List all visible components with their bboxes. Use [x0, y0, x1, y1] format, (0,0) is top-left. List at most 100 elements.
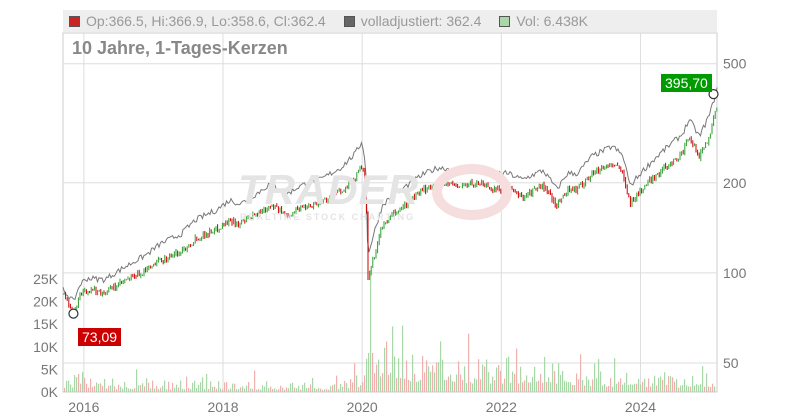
volume-bar	[588, 379, 590, 392]
volume-bar	[404, 378, 406, 392]
volume-bar	[70, 384, 72, 392]
volume-bar	[208, 388, 210, 392]
volume-bar	[374, 373, 376, 392]
volume-bar	[318, 387, 320, 392]
volume-bar	[474, 378, 476, 392]
volume-bar	[512, 371, 514, 392]
volume-bar	[446, 380, 448, 392]
volume-bar	[162, 386, 164, 392]
volume-bar	[614, 358, 616, 392]
volume-bar	[544, 357, 546, 392]
volume-bar	[602, 385, 604, 392]
volume-bar	[248, 382, 250, 392]
volume-bar	[454, 381, 456, 392]
volume-bar	[292, 382, 294, 392]
volume-bar	[410, 381, 412, 392]
volume-bar	[662, 379, 664, 392]
volume-bar	[280, 385, 282, 392]
volume-bar	[530, 382, 532, 392]
volume-bar	[156, 386, 158, 392]
volume-bar	[506, 357, 508, 392]
volume-bar	[94, 385, 96, 392]
volume-bar	[502, 383, 504, 392]
volume-bar	[574, 384, 576, 392]
volume-bar	[696, 384, 698, 392]
volume-bar	[166, 389, 168, 392]
volume-bar	[584, 385, 586, 392]
volume-bar	[462, 379, 464, 392]
volume-bar	[424, 372, 426, 392]
volume-bar	[288, 388, 290, 392]
volume-bar	[594, 363, 596, 392]
volume-bar	[492, 376, 494, 392]
volume-bar	[112, 378, 114, 392]
volume-bar	[702, 366, 704, 392]
volume-bar	[322, 389, 324, 392]
volume-bar	[218, 381, 220, 392]
volume-bar	[500, 370, 502, 392]
volume-tick-label: 0K	[41, 384, 59, 400]
x-tick-label: 2020	[347, 399, 378, 415]
volume-bar	[642, 381, 644, 392]
volume-bar	[90, 378, 92, 392]
volume-bar	[352, 382, 354, 392]
volume-bar	[428, 366, 430, 392]
volume-bar	[334, 384, 336, 392]
volume-bar	[714, 386, 716, 392]
volume-bar	[636, 383, 638, 392]
volume-bar	[174, 387, 176, 392]
volume-bar	[228, 389, 230, 392]
volume-bar	[64, 387, 66, 392]
volume-bar	[630, 384, 632, 392]
volume-bar	[316, 388, 318, 392]
volume-bar	[678, 387, 680, 392]
volume-bar	[684, 379, 686, 392]
volume-bar	[528, 382, 530, 392]
volume-bar	[644, 378, 646, 392]
volume-bar	[300, 389, 302, 392]
volume-bar	[354, 363, 356, 392]
volume-bar	[122, 388, 124, 392]
volume-bar	[494, 380, 496, 392]
volume-bar	[648, 378, 650, 392]
volume-bar	[414, 373, 416, 392]
volume-bar	[498, 365, 500, 392]
volume-bar	[482, 364, 484, 392]
volume-bar	[468, 333, 470, 392]
volume-bar	[378, 359, 380, 392]
watermark-text: TRADER	[238, 166, 419, 213]
volume-bar	[274, 388, 276, 392]
watermark-subtext: REALTIME STOCK CHARTING	[240, 212, 416, 222]
volume-bar	[132, 389, 134, 392]
volume-bar	[116, 389, 118, 392]
chart-subtitle: 10 Jahre, 1-Tages-Kerzen	[72, 38, 288, 58]
volume-bar	[350, 379, 352, 392]
volume-bar	[252, 388, 254, 392]
volume-bar	[324, 389, 326, 392]
legend-volume: Vol: 6.438K	[499, 13, 588, 29]
volume-bar	[692, 375, 694, 392]
volume-bar	[66, 380, 68, 392]
volume-bar	[198, 384, 200, 392]
price-tick-label: 200	[723, 175, 747, 191]
volume-bar	[444, 379, 446, 392]
volume-bar	[518, 383, 520, 392]
volume-bar	[234, 383, 236, 392]
volume-bar	[332, 385, 334, 392]
volume-bar	[320, 388, 322, 392]
high-price-badge: 395,70	[661, 74, 712, 92]
volume-bar	[262, 385, 264, 392]
volume-bar	[286, 387, 288, 392]
low-price-badge: 73,09	[78, 328, 122, 346]
volume-bar	[656, 385, 658, 392]
volume-bar	[100, 383, 102, 392]
volume-bar	[110, 385, 112, 392]
volume-bar	[452, 381, 454, 392]
volume-bar	[690, 386, 692, 392]
volume-tick-label: 10K	[33, 339, 59, 355]
volume-bar	[260, 389, 262, 392]
volume-bar	[380, 376, 382, 392]
volume-bar	[96, 382, 98, 392]
volume-bar	[310, 384, 312, 392]
